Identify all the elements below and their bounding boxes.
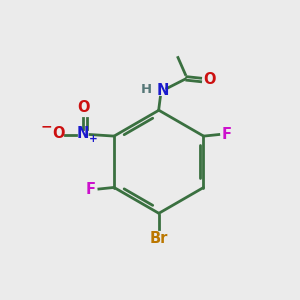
Text: F: F — [222, 127, 232, 142]
Text: N: N — [157, 83, 170, 98]
Text: Br: Br — [150, 230, 168, 245]
Text: N: N — [77, 127, 89, 142]
Text: H: H — [141, 82, 152, 95]
Text: O: O — [203, 72, 216, 87]
Text: O: O — [77, 100, 89, 115]
Text: +: + — [88, 134, 98, 144]
Text: −: − — [41, 119, 52, 133]
Text: O: O — [52, 127, 65, 142]
Text: F: F — [86, 182, 96, 196]
